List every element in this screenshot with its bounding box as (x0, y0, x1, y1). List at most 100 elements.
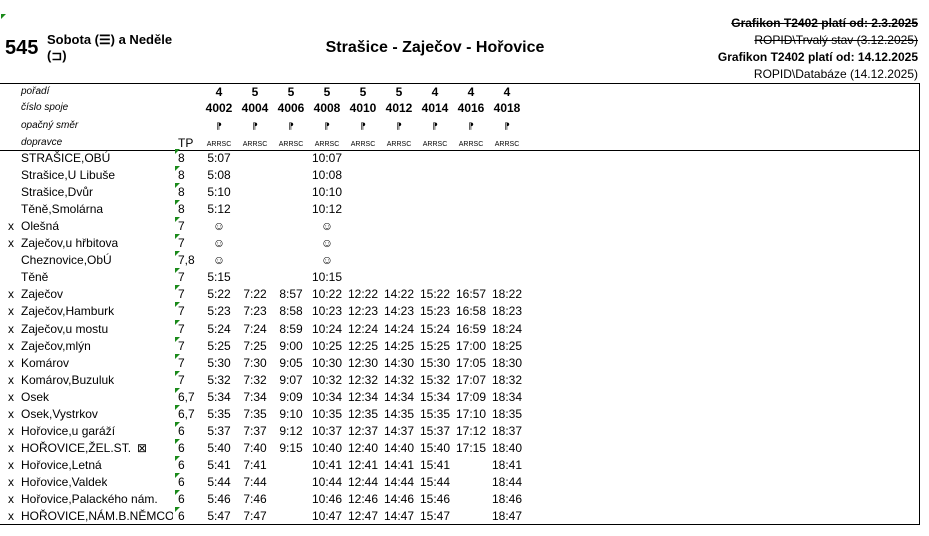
departure-time: ☺ (212, 253, 226, 268)
stop-name: Osek (21, 389, 50, 404)
opposite-direction: ⁋ (252, 121, 258, 131)
departure-time: ☺ (212, 219, 226, 234)
departure-time: 14:25 (383, 338, 415, 353)
line-number: 545 (5, 37, 39, 59)
departure-time: 10:47 (311, 509, 343, 524)
departure-time: 9:12 (279, 423, 303, 438)
stop-flag: x (8, 474, 14, 489)
opposite-direction: ⁋ (468, 121, 474, 131)
departure-time: 8:58 (279, 304, 303, 319)
operator: ARRSC (350, 141, 376, 148)
departure-time: 7:37 (243, 423, 267, 438)
validity-note: ROPID\Trvalý stav (3.12.2025) (754, 33, 918, 47)
header-rule (0, 150, 920, 151)
departure-time: 18:22 (491, 287, 523, 302)
departure-time: 15:32 (419, 372, 451, 387)
departure-time: 7:40 (243, 440, 267, 455)
stop-name: HOŘOVICE,NÁM.B.NĚMCOV (21, 509, 173, 524)
tariff-zone: 6 (175, 421, 185, 438)
stop-name: Komárov (21, 355, 70, 370)
departure-time: 7:25 (243, 338, 267, 353)
departure-time: 17:07 (455, 372, 487, 387)
tariff-zone: 6,7 (175, 404, 195, 421)
days: Sobota (☰) a Neděle (⊐) (47, 32, 173, 63)
row-label: číslo spoje (21, 102, 69, 113)
departure-time: 14:40 (383, 440, 415, 455)
stop-name: Olešná (21, 219, 60, 234)
departure-time: 7:22 (243, 287, 267, 302)
departure-time: 5:47 (207, 509, 231, 524)
departure-time: 15:22 (419, 287, 451, 302)
stop-flag: x (8, 440, 14, 455)
departure-time: 12:24 (347, 321, 379, 336)
departure-time: 10:30 (311, 355, 343, 370)
departure-time: 10:15 (311, 270, 343, 285)
departure-time: 17:15 (455, 440, 487, 455)
stop-flag: x (8, 321, 14, 336)
departure-time: 7:32 (243, 372, 267, 387)
departure-time: 7:47 (243, 509, 267, 524)
trip-order: 5 (251, 85, 259, 99)
tariff-zone: 7 (175, 217, 185, 234)
departure-time: 9:10 (279, 406, 303, 421)
departure-time: 12:44 (347, 474, 379, 489)
stop-icon: ⊠ (137, 440, 148, 455)
tariff-zone: 8 (175, 183, 185, 200)
operator: ARRSC (458, 141, 484, 148)
departure-time: 7:46 (243, 492, 267, 506)
departure-time: 5:37 (207, 423, 231, 438)
departure-time: 10:23 (311, 304, 343, 319)
departure-time: 18:24 (491, 321, 523, 336)
stop-flag: x (8, 355, 14, 370)
departure-time: 14:46 (383, 492, 415, 506)
departure-time: 10:40 (311, 440, 343, 455)
trip-number: 4012 (385, 101, 413, 115)
departure-time: 15:46 (419, 492, 451, 506)
departure-time: 9:07 (279, 372, 303, 387)
stop-flag: x (8, 492, 14, 506)
departure-time: 15:35 (419, 406, 451, 421)
opposite-direction: ⁋ (324, 121, 330, 131)
departure-time: 14:24 (383, 321, 415, 336)
tariff-zone: 7 (175, 353, 185, 370)
operator: ARRSC (206, 141, 232, 148)
departure-time: 5:15 (207, 270, 231, 285)
tariff-zone: 6 (175, 507, 185, 524)
departure-time: 17:00 (455, 338, 487, 353)
trip-number: 4002 (205, 101, 233, 115)
departure-time: 12:46 (347, 492, 379, 506)
departure-time: 5:07 (207, 151, 231, 165)
departure-time: 17:10 (455, 406, 487, 421)
departure-time: 5:23 (207, 304, 231, 319)
operator: ARRSC (422, 141, 448, 148)
departure-time: ☺ (212, 236, 226, 251)
stop-name: Zaječov,u mostu (21, 321, 109, 336)
departure-time: ☺ (320, 236, 334, 251)
departure-time: 10:07 (311, 151, 343, 165)
stop-name: Zaječov,u hřbitova (21, 236, 119, 251)
departure-time: 16:59 (455, 321, 487, 336)
operator: ARRSC (278, 141, 304, 148)
departure-time: 5:10 (207, 185, 231, 200)
stop-flag: x (8, 389, 14, 404)
departure-time: 5:41 (207, 457, 231, 472)
opposite-direction: ⁋ (288, 121, 294, 131)
trip-number: 4006 (277, 101, 305, 115)
tariff-zone: 6 (175, 438, 185, 455)
tariff-zone: 7 (175, 302, 185, 319)
trip-order: 5 (323, 85, 331, 99)
departure-time: 14:34 (383, 389, 415, 404)
departure-time: 15:40 (419, 440, 451, 455)
trip-number: 4014 (421, 101, 449, 115)
departure-time: 8:57 (279, 287, 303, 302)
route: Strašice - Zaječov - Hořovice (325, 39, 545, 56)
stop-flag: x (8, 457, 14, 472)
departure-time: 12:41 (347, 457, 379, 472)
tariff-zone: 7 (175, 234, 185, 251)
departure-time: 5:12 (207, 202, 231, 217)
departure-time: 14:22 (383, 287, 415, 302)
departure-time: 14:47 (383, 509, 415, 524)
departure-time: 10:41 (311, 457, 343, 472)
stop-name: Komárov,Buzuluk (21, 372, 115, 387)
